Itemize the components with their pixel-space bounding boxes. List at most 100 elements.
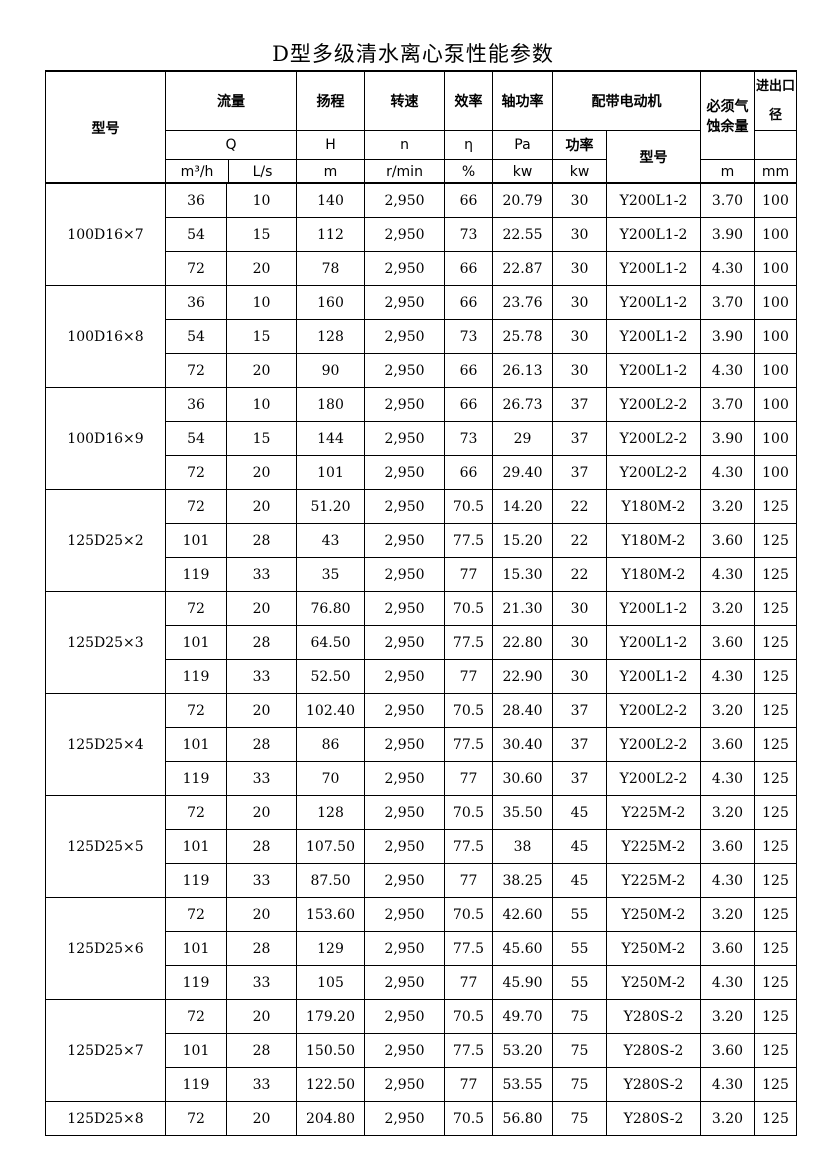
cell-npsh: 3.20 xyxy=(700,897,755,932)
table-row: 119 33 35 2,950 77 15.30 22 Y180M-2 4.30 125 xyxy=(46,557,797,592)
table-row: 54 15 144 2,950 73 29 37 Y200L2-2 3.90 100 xyxy=(46,421,797,456)
cell-flow-ls: 28 xyxy=(226,625,297,660)
cell-head: 70 xyxy=(296,761,365,796)
cell-motor-power: 22 xyxy=(552,489,607,524)
cell-flow-ls: 15 xyxy=(226,421,297,456)
table-row: 119 33 70 2,950 77 30.60 37 Y200L2-2 4.30 125 xyxy=(46,761,797,796)
cell-flow-ls: 28 xyxy=(226,727,297,762)
cell-speed: 2,950 xyxy=(364,557,445,592)
cell-speed: 2,950 xyxy=(364,829,445,864)
cell-flow-ls: 20 xyxy=(226,353,297,388)
cell-motor-model: Y200L1-2 xyxy=(606,353,701,388)
cell-head: 153.60 xyxy=(296,897,365,932)
cell-flow-ls: 33 xyxy=(226,761,297,796)
cell-flow-ls: 33 xyxy=(226,965,297,1000)
cell-efficiency: 66 xyxy=(444,251,493,286)
table-row: 119 33 52.50 2,950 77 22.90 30 Y200L1-2 4.30 125 xyxy=(46,659,797,694)
cell-motor-power: 30 xyxy=(552,251,607,286)
header-head: 扬程 xyxy=(296,70,365,131)
cell-flow-m3h: 36 xyxy=(165,387,227,422)
table-row: 72 20 78 2,950 66 22.87 30 Y200L1-2 4.30 100 xyxy=(46,251,797,286)
header-diameter-2 xyxy=(754,130,797,160)
cell-speed: 2,950 xyxy=(364,182,445,218)
cell-motor-power: 37 xyxy=(552,421,607,456)
table-row: 100D16×8 36 10 160 2,950 66 23.76 30 Y200L1-2 3.7… xyxy=(45,285,797,388)
cell-head: 129 xyxy=(296,931,365,966)
cell-speed: 2,950 xyxy=(364,387,445,422)
unit-flow-ls: L/s xyxy=(228,159,297,184)
cell-head: 76.80 xyxy=(296,591,365,626)
cell-efficiency: 73 xyxy=(444,421,493,456)
cell-npsh: 3.60 xyxy=(700,829,755,864)
cell-motor-power: 30 xyxy=(552,659,607,694)
cell-head: 122.50 xyxy=(296,1067,365,1102)
cell-flow-ls: 33 xyxy=(226,659,297,694)
table-row: 54 15 128 2,950 73 25.78 30 Y200L1-2 3.90 100 xyxy=(46,319,797,354)
cell-flow-ls: 15 xyxy=(226,319,297,354)
cell-npsh: 3.60 xyxy=(700,931,755,966)
cell-diameter: 125 xyxy=(754,557,797,592)
cell-efficiency: 77 xyxy=(444,659,493,694)
cell-speed: 2,950 xyxy=(364,965,445,1000)
cell-efficiency: 70.5 xyxy=(444,795,493,830)
cell-motor-power: 22 xyxy=(552,557,607,592)
cell-flow-m3h: 101 xyxy=(165,523,227,558)
table-row: 125D25×2 72 20 51.20 2,950 70.5 14.20 22 Y180M-2… xyxy=(45,489,797,592)
cell-flow-m3h: 72 xyxy=(165,693,227,728)
cell-npsh: 3.60 xyxy=(700,625,755,660)
cell-motor-model: Y200L2-2 xyxy=(606,421,701,456)
cell-diameter: 125 xyxy=(754,591,797,626)
cell-model: 125D25×6 xyxy=(45,897,166,1000)
cell-speed: 2,950 xyxy=(364,931,445,966)
cell-npsh: 4.30 xyxy=(700,1067,755,1102)
unit-diameter: mm xyxy=(754,159,797,184)
cell-diameter: 125 xyxy=(754,693,797,728)
header-q: Q xyxy=(165,130,297,160)
cell-efficiency: 77.5 xyxy=(444,625,493,660)
cell-npsh: 3.70 xyxy=(700,387,755,422)
cell-speed: 2,950 xyxy=(364,761,445,796)
cell-motor-power: 45 xyxy=(552,829,607,864)
cell-shaft-power: 45.60 xyxy=(492,931,553,966)
cell-head: 105 xyxy=(296,965,365,1000)
cell-motor-model: Y250M-2 xyxy=(606,897,701,932)
cell-flow-m3h: 101 xyxy=(165,829,227,864)
cell-diameter: 125 xyxy=(754,761,797,796)
cell-head: 140 xyxy=(296,182,365,218)
cell-model: 125D25×2 xyxy=(45,489,166,592)
cell-efficiency: 77.5 xyxy=(444,1033,493,1068)
page-title: D型多级清水离心泵性能参数 xyxy=(272,42,554,66)
cell-diameter: 125 xyxy=(754,727,797,762)
table-header: 型号 流量 扬程 转速 效率 轴功率 配带电动机 必须气蚀余量 进出口径 Q H… xyxy=(45,70,797,184)
table-row: 125D25×3 72 20 76.80 2,950 70.5 21.30 30 Y200L1-… xyxy=(45,591,797,694)
pump-table: 100D16×7 36 10 140 2,950 66 20.79 30 Y200L1-2 3.7… xyxy=(45,182,797,1136)
cell-diameter: 100 xyxy=(754,251,797,286)
cell-motor-power: 55 xyxy=(552,897,607,932)
cell-flow-m3h: 72 xyxy=(165,795,227,830)
cell-flow-m3h: 72 xyxy=(165,455,227,490)
cell-speed: 2,950 xyxy=(364,353,445,388)
cell-motor-power: 37 xyxy=(552,455,607,490)
cell-diameter: 125 xyxy=(754,863,797,898)
cell-flow-ls: 28 xyxy=(226,829,297,864)
cell-flow-m3h: 119 xyxy=(165,1067,227,1102)
unit-pa: kw xyxy=(492,159,553,184)
cell-npsh: 3.90 xyxy=(700,319,755,354)
cell-shaft-power: 29.40 xyxy=(492,455,553,490)
cell-speed: 2,950 xyxy=(364,251,445,286)
cell-shaft-power: 53.20 xyxy=(492,1033,553,1068)
cell-npsh: 3.90 xyxy=(700,217,755,252)
cell-motor-model: Y200L2-2 xyxy=(606,693,701,728)
cell-flow-m3h: 101 xyxy=(165,931,227,966)
table-row: 125D25×4 72 20 102.40 2,950 70.5 28.40 37 Y200L2… xyxy=(45,693,797,796)
cell-speed: 2,950 xyxy=(364,863,445,898)
cell-shaft-power: 26.13 xyxy=(492,353,553,388)
cell-head: 52.50 xyxy=(296,659,365,694)
cell-shaft-power: 15.30 xyxy=(492,557,553,592)
cell-speed: 2,950 xyxy=(364,455,445,490)
cell-efficiency: 77.5 xyxy=(444,829,493,864)
cell-head: 102.40 xyxy=(296,693,365,728)
cell-motor-model: Y280S-2 xyxy=(606,1067,701,1102)
cell-motor-model: Y225M-2 xyxy=(606,795,701,830)
cell-efficiency: 66 xyxy=(444,182,493,218)
